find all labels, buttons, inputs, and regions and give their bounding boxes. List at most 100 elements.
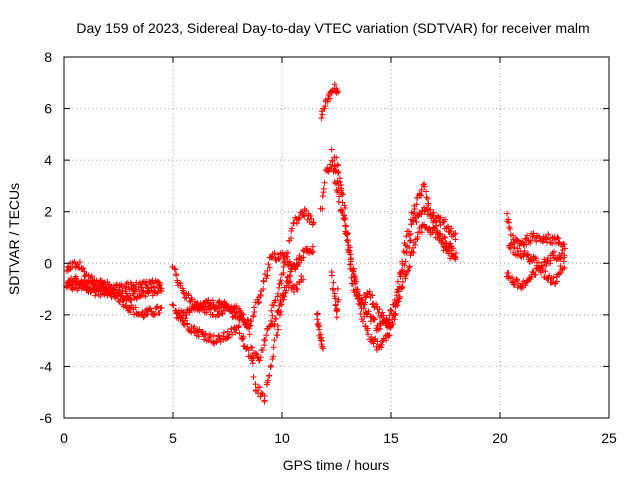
data-point [284, 249, 291, 256]
series-track-j [317, 158, 459, 353]
data-point [519, 281, 526, 288]
data-point [524, 278, 531, 285]
data-point [333, 314, 340, 321]
data-point [201, 309, 208, 316]
data-point [173, 271, 180, 278]
data-point [276, 302, 283, 309]
data-point [146, 305, 153, 312]
data-point [386, 332, 393, 339]
data-point [334, 88, 341, 95]
data-point [258, 390, 265, 397]
data-point [286, 258, 293, 265]
data-point [298, 209, 305, 216]
data-point [310, 219, 317, 226]
data-points [63, 81, 568, 405]
data-point [151, 311, 158, 318]
data-point [447, 227, 454, 234]
data-point [316, 326, 323, 333]
data-point [437, 214, 444, 221]
data-point [333, 154, 340, 161]
data-point [423, 194, 430, 201]
data-point [215, 299, 222, 306]
data-point [401, 249, 408, 256]
data-point [504, 210, 511, 217]
data-point [112, 294, 119, 301]
series-track-m [328, 268, 342, 321]
data-point [426, 225, 433, 232]
data-point [334, 162, 341, 169]
data-point [142, 293, 149, 300]
data-point [280, 270, 287, 277]
data-point [274, 308, 281, 315]
data-point [391, 296, 398, 303]
data-point [394, 286, 401, 293]
data-point [286, 279, 293, 286]
data-point [530, 230, 537, 237]
data-point [173, 314, 180, 321]
x-tick-label-20: 20 [492, 430, 508, 446]
data-point [271, 321, 278, 328]
data-point [287, 278, 294, 285]
data-point [232, 329, 239, 336]
data-point [382, 320, 389, 327]
data-point [514, 284, 521, 291]
data-point [383, 337, 390, 344]
data-point [301, 213, 308, 220]
data-point [108, 290, 115, 297]
series-track-h [313, 310, 327, 352]
data-point [85, 278, 92, 285]
data-point [361, 313, 368, 320]
data-point [264, 326, 271, 333]
data-point [196, 308, 203, 315]
data-point [425, 202, 432, 209]
data-point [328, 165, 335, 172]
y-tick-label-6: 6 [44, 101, 52, 117]
data-point [412, 241, 419, 248]
data-point [418, 186, 425, 193]
data-point [385, 332, 392, 339]
data-point [183, 311, 190, 318]
data-point [342, 205, 349, 212]
data-point [331, 81, 338, 88]
data-point [542, 268, 549, 275]
data-point [127, 309, 134, 316]
data-point [378, 341, 385, 348]
data-point [261, 342, 268, 349]
data-point [511, 244, 518, 251]
data-point [329, 157, 336, 164]
data-point [88, 273, 95, 280]
data-point [97, 282, 104, 289]
data-point [336, 175, 343, 182]
data-point [275, 284, 282, 291]
data-point [507, 225, 514, 232]
data-point [418, 192, 425, 199]
series-track-i [318, 81, 342, 122]
data-point [450, 245, 457, 252]
data-point [179, 287, 186, 294]
data-point [265, 261, 272, 268]
data-point [296, 215, 303, 222]
data-point [153, 290, 160, 297]
data-point [278, 280, 285, 287]
data-point [252, 350, 259, 357]
data-point [452, 250, 459, 257]
data-point [407, 237, 414, 244]
data-point [539, 265, 546, 272]
data-point [154, 289, 161, 296]
data-point [236, 330, 243, 337]
data-point [117, 293, 124, 300]
data-point [209, 297, 216, 304]
data-point [448, 225, 455, 232]
data-point [387, 306, 394, 313]
data-point [405, 228, 412, 235]
series-track-n [504, 210, 568, 252]
data-point [270, 353, 277, 360]
data-point [340, 212, 347, 219]
data-point [314, 310, 321, 317]
data-point [403, 269, 410, 276]
data-point [268, 362, 275, 369]
data-point [532, 254, 539, 261]
data-point [72, 273, 79, 280]
data-point [378, 344, 385, 351]
data-point [410, 249, 417, 256]
